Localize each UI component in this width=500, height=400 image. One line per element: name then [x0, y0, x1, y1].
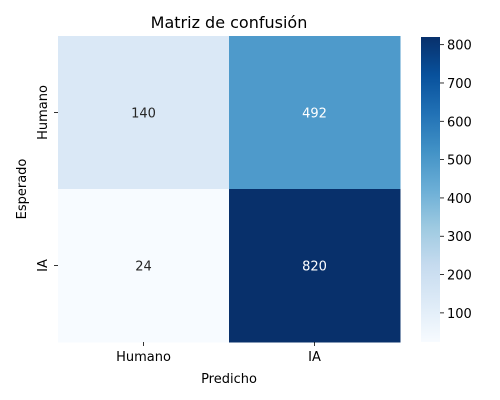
colorbar-tick-label: 300 — [447, 230, 472, 245]
colorbar-tick-label: 800 — [447, 39, 472, 54]
colorbar: 100 200 300 400 500 600 700 800 — [421, 37, 472, 342]
cell-value-label: 820 — [302, 260, 327, 275]
chart-title: Matriz de confusión — [151, 13, 308, 32]
colorbar-gradient — [421, 37, 440, 342]
y-axis: Humano IA — [36, 85, 58, 272]
heatmap-cell — [58, 36, 230, 190]
y-tick-label: Humano — [36, 85, 51, 140]
y-axis-label: Esperado — [15, 159, 30, 220]
x-axis-label: Predicho — [201, 372, 257, 387]
colorbar-tick-label: 600 — [447, 115, 472, 130]
colorbar-tick-label: 400 — [447, 192, 472, 207]
cell-value-label: 24 — [135, 260, 152, 275]
x-axis: Humano IA — [116, 342, 321, 365]
cell-value-label: 140 — [131, 107, 156, 122]
x-tick-label: IA — [308, 350, 321, 365]
colorbar-tick-label: 200 — [447, 269, 472, 284]
x-tick-label: Humano — [116, 350, 171, 365]
colorbar-tick-label: 700 — [447, 77, 472, 92]
cell-value-label: 492 — [302, 107, 327, 122]
heatmap-cell — [58, 189, 230, 343]
heatmap-cells: 140 492 24 820 — [58, 36, 401, 343]
heatmap-cell — [229, 36, 401, 190]
y-tick-label: IA — [36, 259, 51, 272]
colorbar-tick-label: 500 — [447, 154, 472, 169]
heatmap-cell — [229, 189, 401, 343]
colorbar-tick-label: 100 — [447, 307, 472, 322]
